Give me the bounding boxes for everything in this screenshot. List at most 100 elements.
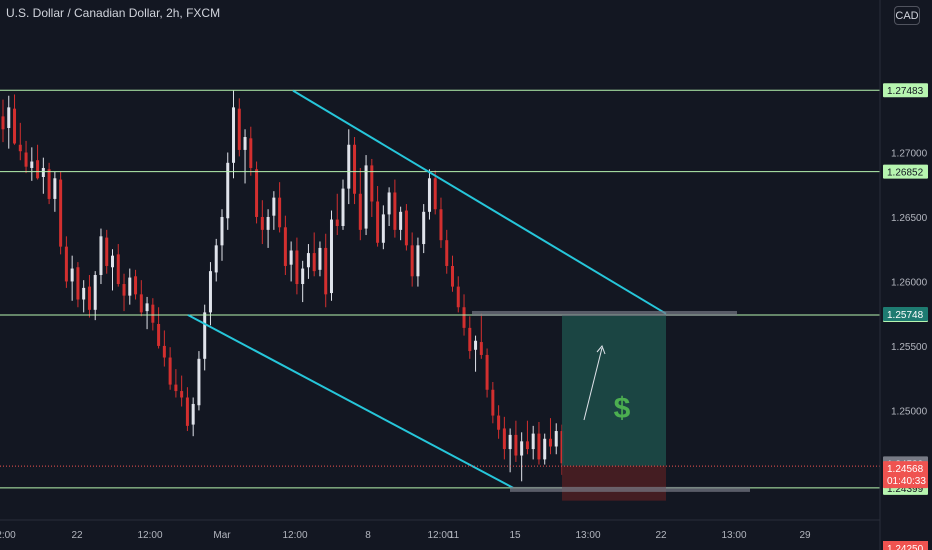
arrow-up-icon bbox=[583, 347, 603, 421]
arrow-head-icon bbox=[596, 345, 606, 355]
candle-body bbox=[502, 428, 506, 450]
candle-body bbox=[185, 397, 189, 426]
target-zone[interactable] bbox=[562, 314, 666, 466]
candle-body bbox=[525, 441, 529, 450]
candle-body bbox=[41, 167, 45, 177]
candle-body bbox=[168, 357, 172, 385]
candles-layer bbox=[1, 90, 564, 482]
stop-zone[interactable] bbox=[562, 465, 666, 501]
candle-body bbox=[128, 277, 132, 296]
candle-body bbox=[462, 307, 466, 328]
candle-body bbox=[306, 253, 310, 268]
candle-body bbox=[410, 245, 414, 277]
currency-button[interactable]: CAD bbox=[894, 6, 920, 25]
candle-body bbox=[87, 286, 91, 310]
candle-body bbox=[399, 211, 403, 230]
candle-body bbox=[99, 236, 103, 275]
candle-body bbox=[514, 434, 518, 456]
time-tick-label: 12:00 bbox=[427, 530, 452, 541]
candle-body bbox=[404, 210, 408, 246]
price-tick-label: 1.25500 bbox=[891, 342, 928, 353]
time-tick-label: 2:00 bbox=[0, 530, 16, 541]
candle-body bbox=[82, 287, 86, 300]
candle-body bbox=[7, 107, 11, 128]
time-tick-label: 12:00 bbox=[282, 530, 307, 541]
dollar-icon: $ bbox=[614, 392, 631, 425]
candle-body bbox=[70, 268, 74, 282]
time-axis[interactable]: 2:002212:00Mar12:00812:00111513:002213:0… bbox=[0, 519, 880, 541]
position-target-tag-bg bbox=[883, 306, 928, 321]
candle-body bbox=[220, 216, 224, 246]
time-tick-label: 12:00 bbox=[137, 530, 162, 541]
price-tick-label: 1.26500 bbox=[891, 213, 928, 224]
candle-body bbox=[468, 327, 472, 352]
candle-body bbox=[358, 193, 362, 230]
candle-body bbox=[554, 431, 558, 447]
candle-body bbox=[47, 169, 51, 199]
price-tick-label: 1.25000 bbox=[891, 406, 928, 417]
candle-body bbox=[341, 188, 345, 226]
candle-body bbox=[508, 434, 512, 450]
long-position-tool[interactable]: $ bbox=[0, 310, 880, 501]
candle-body bbox=[214, 245, 218, 273]
horizontal-levels bbox=[0, 89, 880, 489]
candle-body bbox=[151, 304, 155, 323]
position-target-tag: 1.25748 bbox=[887, 310, 924, 321]
candle-body bbox=[208, 271, 212, 313]
candle-body bbox=[427, 178, 431, 212]
candle-body bbox=[157, 324, 161, 346]
candle-body bbox=[272, 197, 276, 216]
time-tick-label: 22 bbox=[655, 530, 667, 541]
price-axis[interactable]: 1.27000 1.26500 1.26000 1.25500 1.25000 1.274… bbox=[879, 0, 928, 550]
candle-body bbox=[318, 247, 322, 270]
candle-body bbox=[451, 265, 455, 287]
candle-body bbox=[335, 219, 339, 226]
candle-body bbox=[162, 345, 166, 358]
chart-title: U.S. Dollar / Canadian Dollar, 2h, FXCM bbox=[6, 6, 221, 20]
candle-body bbox=[370, 165, 374, 202]
candle-body bbox=[445, 240, 449, 266]
candle-body bbox=[197, 358, 201, 406]
candle-body bbox=[548, 438, 552, 447]
time-tick-label: 13:00 bbox=[575, 530, 600, 541]
time-tick-label: 29 bbox=[799, 530, 811, 541]
candle-body bbox=[30, 161, 34, 168]
candle-body bbox=[376, 201, 380, 243]
candle-body bbox=[105, 237, 109, 266]
candle-body bbox=[266, 216, 270, 230]
candle-body bbox=[243, 137, 247, 150]
candle-body bbox=[289, 250, 293, 265]
candle-body bbox=[479, 342, 483, 355]
candle-body bbox=[439, 209, 443, 241]
candle-body bbox=[59, 179, 63, 247]
candle-body bbox=[381, 214, 385, 243]
support-band bbox=[510, 486, 750, 492]
candle-body bbox=[422, 211, 426, 245]
candle-body bbox=[116, 254, 120, 285]
price-tick-label: 1.27000 bbox=[891, 149, 928, 160]
resistance-band bbox=[472, 310, 737, 316]
candle-body bbox=[53, 178, 57, 199]
level-price-tag-bg bbox=[883, 83, 928, 98]
candle-body bbox=[260, 216, 264, 230]
candle-body bbox=[36, 160, 40, 179]
candle-body bbox=[393, 192, 397, 230]
candle-body bbox=[180, 391, 184, 398]
time-tick-label: 11 bbox=[449, 530, 460, 541]
partial-price-label: 1.24250 bbox=[887, 544, 924, 550]
candle-body bbox=[24, 152, 28, 167]
candle-body bbox=[1, 116, 5, 130]
candle-body bbox=[255, 169, 259, 217]
level-price-tag: 1.24399 bbox=[887, 484, 924, 495]
trendline-upper[interactable] bbox=[292, 89, 667, 315]
time-tick-label: Mar bbox=[213, 530, 231, 541]
trendlines-layer bbox=[187, 89, 667, 489]
candle-body bbox=[416, 245, 420, 277]
candle-body bbox=[13, 108, 17, 144]
time-tick-label: 15 bbox=[509, 530, 521, 541]
trendline-lower[interactable] bbox=[187, 314, 514, 489]
candle-body bbox=[174, 384, 178, 392]
partial-price-tag-bg bbox=[883, 541, 928, 550]
current-price-tag-bg bbox=[883, 461, 928, 489]
